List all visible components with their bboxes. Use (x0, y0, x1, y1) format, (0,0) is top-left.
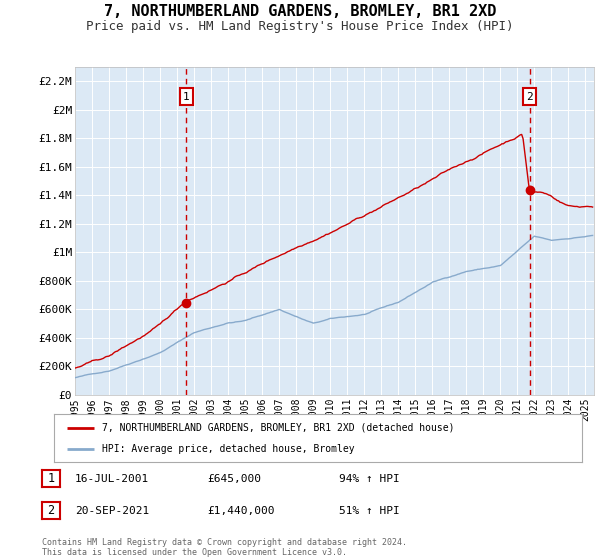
Text: 1: 1 (47, 472, 55, 486)
Text: 2: 2 (47, 504, 55, 517)
Text: 2: 2 (526, 92, 533, 102)
Text: Contains HM Land Registry data © Crown copyright and database right 2024.
This d: Contains HM Land Registry data © Crown c… (42, 538, 407, 557)
Text: 7, NORTHUMBERLAND GARDENS, BROMLEY, BR1 2XD: 7, NORTHUMBERLAND GARDENS, BROMLEY, BR1 … (104, 4, 496, 19)
Text: HPI: Average price, detached house, Bromley: HPI: Average price, detached house, Brom… (101, 444, 354, 454)
Text: £645,000: £645,000 (207, 474, 261, 484)
Text: £1,440,000: £1,440,000 (207, 506, 275, 516)
Text: 51% ↑ HPI: 51% ↑ HPI (339, 506, 400, 516)
Text: Price paid vs. HM Land Registry's House Price Index (HPI): Price paid vs. HM Land Registry's House … (86, 20, 514, 32)
Text: 7, NORTHUMBERLAND GARDENS, BROMLEY, BR1 2XD (detached house): 7, NORTHUMBERLAND GARDENS, BROMLEY, BR1 … (101, 423, 454, 433)
Text: 16-JUL-2001: 16-JUL-2001 (75, 474, 149, 484)
Text: 94% ↑ HPI: 94% ↑ HPI (339, 474, 400, 484)
Text: 1: 1 (183, 92, 190, 102)
Text: 20-SEP-2021: 20-SEP-2021 (75, 506, 149, 516)
